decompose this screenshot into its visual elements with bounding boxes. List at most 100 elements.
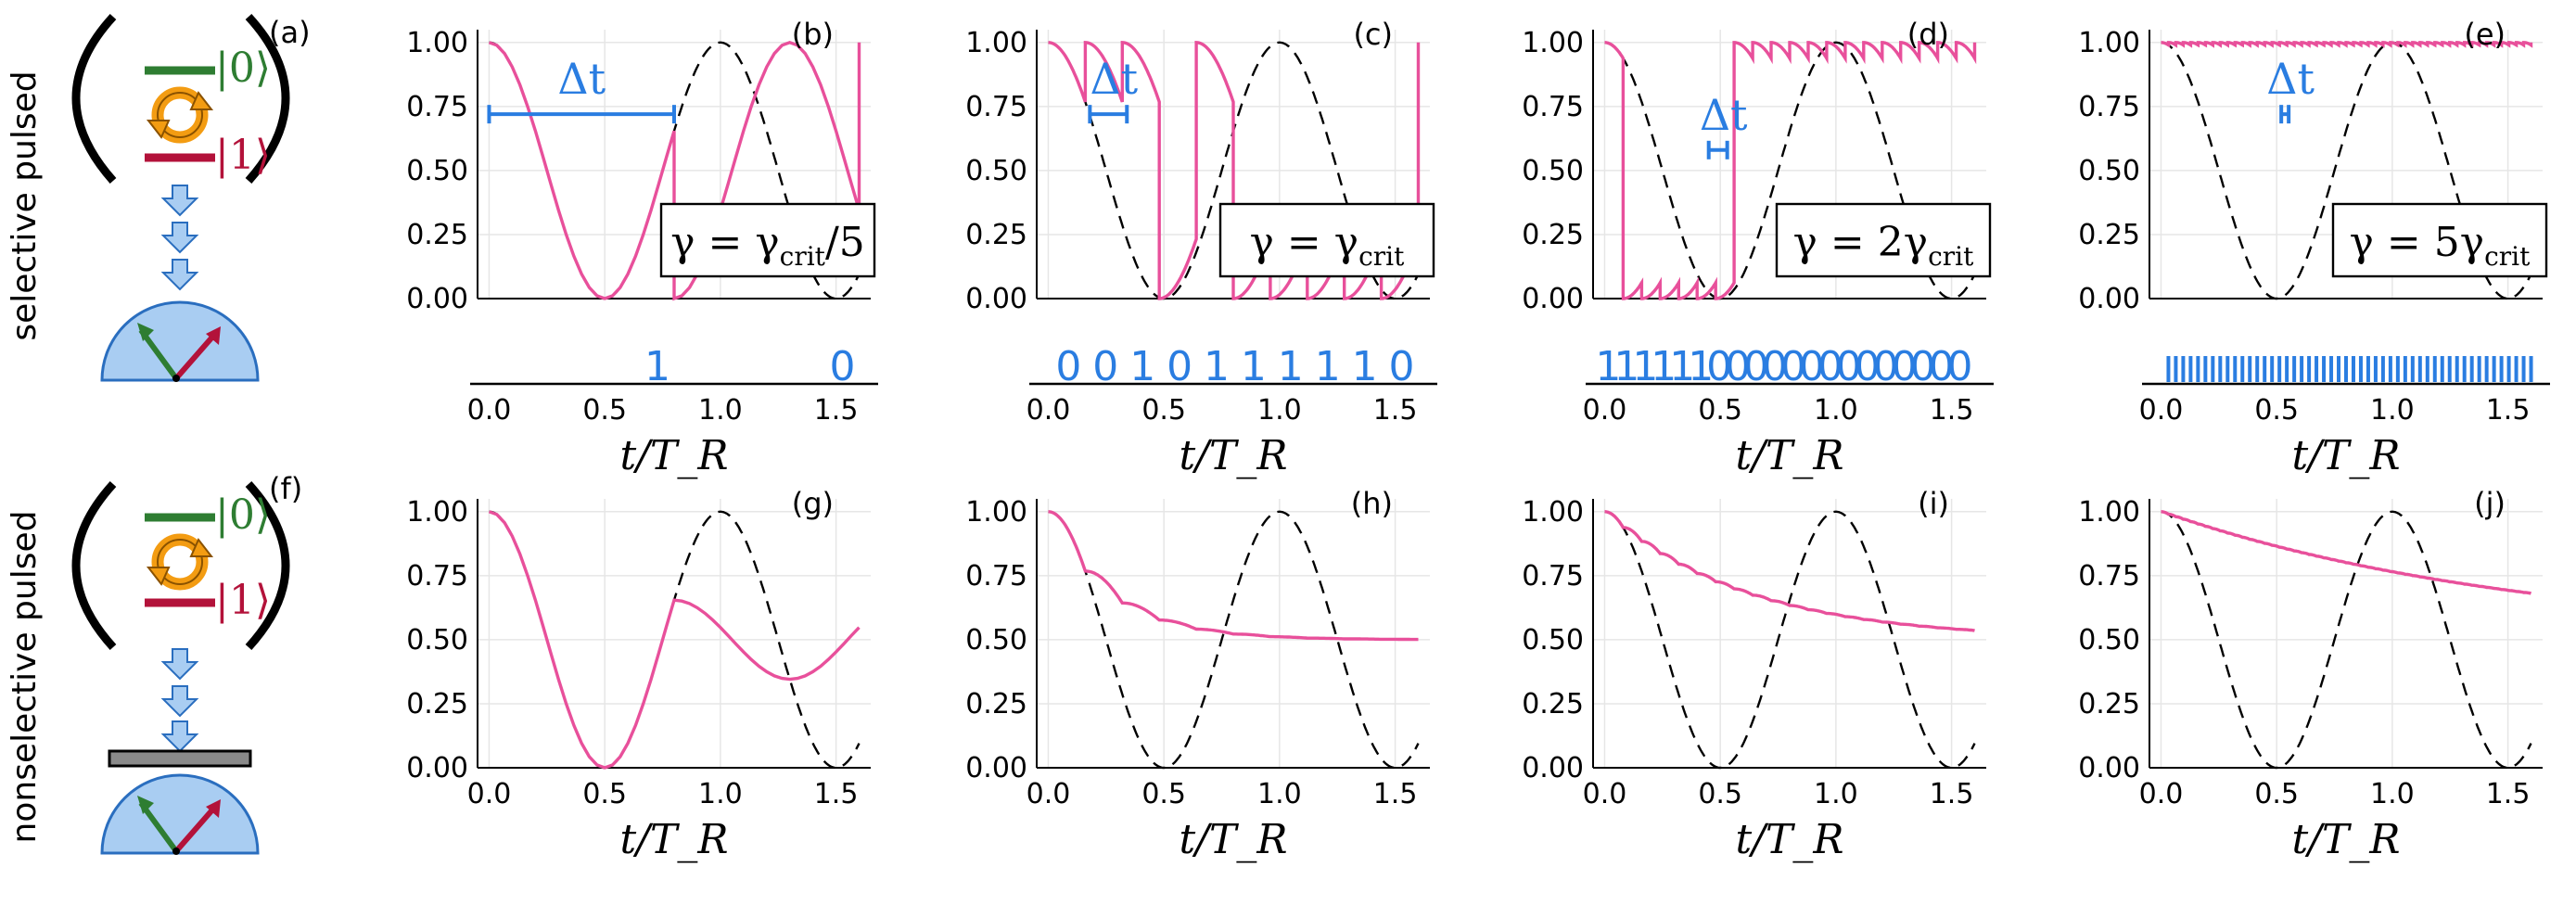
y-tick-label-e-0: 0.00	[2078, 283, 2140, 315]
outcome-digit-b-0: 1	[644, 343, 670, 390]
x-tick-label-j-1: 0.5	[2254, 778, 2299, 810]
detector-icon-a	[100, 300, 260, 382]
y-tick-label-j-2: 0.50	[2078, 624, 2140, 656]
survival-curve-j	[2161, 510, 2532, 595]
y-tick-label-b-2: 0.50	[406, 155, 468, 187]
detector-icon-f	[100, 773, 260, 855]
x-axis-label-g: t/T_R	[620, 816, 729, 863]
survival-curve-e	[2161, 41, 2533, 48]
x-axis-label-i: t/T_R	[1736, 816, 1844, 863]
x-tick-label-d-3: 1.5	[1930, 394, 1974, 427]
down-arrow-icon-a2	[160, 222, 199, 254]
x-tick-label-e-2: 1.0	[2370, 394, 2415, 427]
x-axis-label-b: t/T_R	[620, 432, 729, 479]
y-tick-label-d-4: 1.00	[1522, 27, 1584, 59]
cavity-mirror-right-f	[245, 480, 290, 651]
x-tick-label-c-1: 0.5	[1141, 394, 1186, 427]
panel-label-f: (f)	[269, 471, 302, 506]
x-tick-label-d-1: 0.5	[1698, 394, 1742, 427]
y-tick-label-d-0: 0.00	[1522, 283, 1584, 315]
outcome-digit-d-3: 1	[1651, 343, 1677, 390]
panel-label-j: (j)	[2474, 486, 2506, 521]
outcome-digit-d-7: 0	[1725, 343, 1751, 390]
outcome-digit-d-4: 1	[1669, 343, 1695, 390]
x-tick-label-b-1: 0.5	[582, 394, 627, 427]
y-tick-label-d-2: 0.50	[1522, 155, 1584, 187]
cycle-icon-f	[146, 533, 214, 591]
gamma-box-b	[659, 202, 876, 278]
row-label-selective: selective pulsed	[6, 70, 44, 340]
y-tick-label-c-3: 0.75	[965, 91, 1027, 123]
outcome-digit-d-5: 1	[1688, 343, 1714, 390]
panel-label-h: (h)	[1351, 486, 1393, 521]
y-tick-label-g-2: 0.50	[406, 624, 468, 656]
survival-curve-c	[1048, 40, 1421, 300]
x-tick-label-b-0: 0.0	[467, 394, 512, 427]
y-tick-label-b-0: 0.00	[406, 283, 468, 315]
y-tick-label-g-3: 0.75	[406, 560, 468, 593]
delta-t-label-c: Δt	[1090, 54, 1138, 104]
cavity-mirror-left-f	[71, 480, 117, 651]
down-arrow-icon-f3	[160, 720, 199, 753]
needle-excited-f	[173, 805, 218, 853]
outcome-digit-d-14: 0	[1855, 343, 1881, 390]
x-tick-label-c-0: 0.0	[1027, 394, 1071, 427]
x-tick-label-j-3: 1.5	[2486, 778, 2531, 810]
y-tick-label-b-3: 0.75	[406, 91, 468, 123]
y-tick-label-g-0: 0.00	[406, 752, 468, 784]
x-axis-label-c: t/T_R	[1180, 432, 1288, 479]
needle-ground-f	[138, 801, 179, 853]
needle-ground-a	[138, 328, 179, 380]
y-tick-label-c-2: 0.50	[965, 155, 1027, 187]
y-tick-label-j-0: 0.00	[2078, 752, 2140, 784]
chart-panel-j: 0.00 0.25 0.50 0.75 1.00 (j) 0.0 0.5 1.0 1.5 t/T_R	[2078, 486, 2543, 863]
outcome-digit-c-2: 1	[1129, 343, 1155, 390]
y-tick-label-e-3: 0.75	[2078, 91, 2140, 123]
y-tick-label-b-1: 0.25	[406, 219, 468, 251]
x-tick-label-d-2: 1.0	[1814, 394, 1858, 427]
x-tick-label-e-0: 0.0	[2139, 394, 2184, 427]
panel-label-a: (a)	[269, 15, 311, 50]
y-tick-label-j-3: 0.75	[2078, 560, 2140, 593]
needle-excited-a	[173, 332, 218, 380]
x-axis-label-j: t/T_R	[2292, 816, 2401, 863]
delta-t-marker-b	[487, 105, 676, 124]
x-axis-label-d: t/T_R	[1736, 432, 1844, 479]
y-tick-label-j-4: 1.00	[2078, 496, 2140, 529]
y-tick-label-c-4: 1.00	[965, 27, 1027, 59]
outcome-digit-d-2: 1	[1632, 343, 1658, 390]
x-tick-label-i-2: 1.0	[1814, 778, 1858, 810]
x-tick-label-h-1: 0.5	[1141, 778, 1186, 810]
gamma-box-e	[2331, 202, 2548, 278]
ket0-f: |0⟩	[215, 491, 271, 539]
x-tick-label-g-0: 0.0	[467, 778, 512, 810]
y-tick-label-c-0: 0.00	[965, 283, 1027, 315]
row-label-nonselective: nonselective pulsed	[6, 511, 44, 844]
y-tick-label-b-4: 1.00	[406, 27, 468, 59]
panel-label-g: (g)	[792, 486, 834, 521]
y-tick-label-i-1: 0.25	[1522, 688, 1584, 720]
survival-curve-b	[488, 40, 861, 301]
cavity-mirror-right-a	[245, 13, 290, 184]
outcome-digit-c-6: 1	[1278, 343, 1304, 390]
y-tick-label-e-4: 1.00	[2078, 27, 2140, 59]
delta-t-marker-c	[1088, 105, 1129, 124]
survival-curve-g	[488, 510, 861, 770]
down-arrow-icon-f1	[160, 648, 199, 681]
y-tick-label-i-2: 0.50	[1522, 624, 1584, 656]
x-tick-label-j-0: 0.0	[2139, 778, 2184, 810]
panel-label-i: (i)	[1918, 486, 1949, 521]
chart-panel-d: 0.000.250.500.751.00 (d)γ = 2γcritΔt11111…	[1522, 17, 1994, 479]
outcome-digit-c-7: 1	[1315, 343, 1341, 390]
down-arrow-icon-f2	[160, 685, 199, 718]
x-tick-label-i-3: 1.5	[1930, 778, 1974, 810]
schematic-a: |0⟩ |1⟩	[71, 13, 290, 382]
delta-t-label-d: Δt	[1700, 90, 1748, 140]
outcome-digit-d-19: 0	[1947, 343, 1973, 390]
gamma-label-e: γ = 5γcrit	[2350, 219, 2531, 272]
y-tick-label-i-0: 0.00	[1522, 752, 1584, 784]
outcome-digit-c-0: 0	[1055, 343, 1081, 390]
dashed-curve-j	[2161, 510, 2532, 770]
